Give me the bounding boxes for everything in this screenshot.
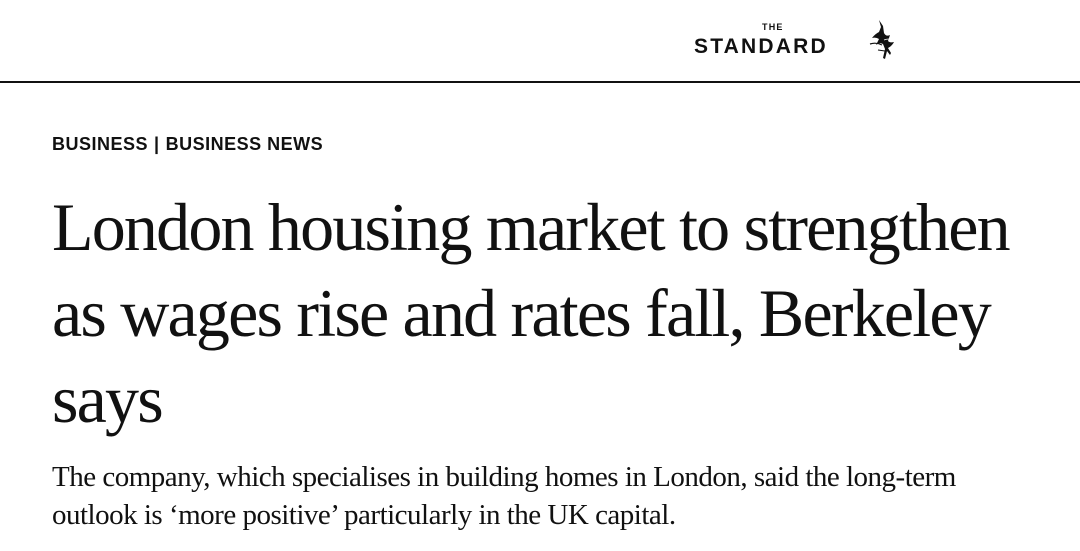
breadcrumb-separator: | [154, 134, 160, 154]
logo-standard: STANDARD [694, 35, 828, 58]
logo-the: THE [762, 22, 784, 32]
masthead: THE STANDARD [0, 0, 1080, 83]
article-headline: London housing market to strengthen as w… [52, 189, 1011, 437]
bird-logo-icon [869, 20, 894, 59]
breadcrumb-business-news[interactable]: BUSINESS NEWS [165, 134, 324, 154]
site-logo[interactable]: THE STANDARD [692, 18, 902, 64]
breadcrumb: BUSINESS | BUSINESS NEWS [52, 133, 323, 155]
breadcrumb-business[interactable]: BUSINESS [52, 134, 149, 154]
article-standfirst: The company, which specialises in buildi… [52, 461, 956, 531]
